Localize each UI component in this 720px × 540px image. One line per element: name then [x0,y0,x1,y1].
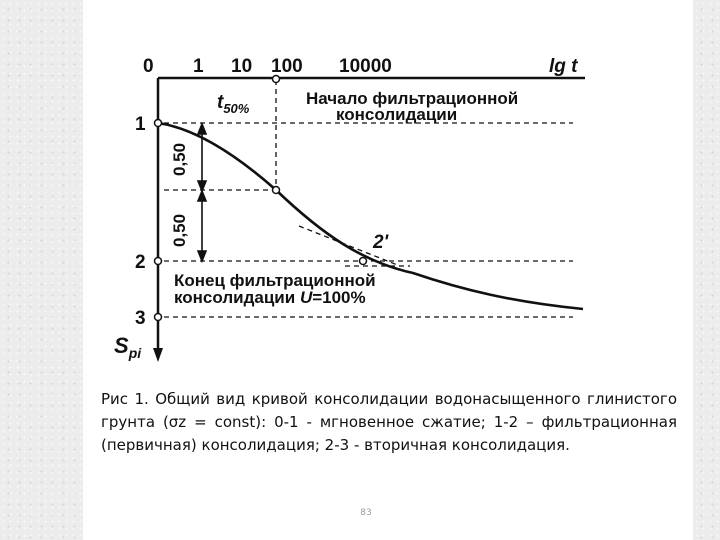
tick-label-1: 1 [193,56,204,77]
consolidation-diagram: 0 1 10 100 10000 lg t [114,56,585,362]
upper-half-arrow-bottom [196,180,208,194]
t50-curve-marker [271,185,281,195]
point-2prime-label: 2' [372,232,390,253]
consolidation-curve [157,121,584,311]
tick-label-10: 10 [231,56,252,77]
t50-axis-marker [271,74,281,84]
half-label-lower: 0,50 [170,214,189,247]
lower-half-arrow-bottom [196,250,208,264]
page-number: 83 [360,508,372,518]
figure-caption: Рис 1. Общий вид кривой консолидации вод… [101,390,677,454]
point-1-marker [153,118,163,128]
tick-label-100: 100 [271,56,303,77]
slide: 0 1 10 100 10000 lg t [83,0,693,540]
settlement-axis-arrow [153,348,163,362]
point-3-label: 3 [135,308,146,329]
end-filtration-label-2: консолидации U=100% [174,288,366,307]
upper-half-arrow-top [196,121,208,135]
tick-label-0: 0 [143,56,154,77]
time-axis-label: lg t [549,56,578,77]
half-label-upper: 0,50 [170,143,189,176]
t50-label: t50% [217,92,250,116]
dashed-guides [164,80,573,318]
lower-half-arrow-top [196,188,208,202]
point-markers [153,74,368,322]
point-3-marker [153,312,163,322]
tangent-line-a [298,225,401,267]
point-1-label: 1 [135,114,146,135]
half-arrows [196,121,208,264]
tick-label-10000: 10000 [339,56,392,77]
start-filtration-label-2: консолидации [336,105,457,124]
point-2-marker [153,256,163,266]
point-2-label: 2 [135,252,146,273]
start-filtration-label: Начало фильтрационной [306,89,518,108]
point-2prime-marker [358,256,368,266]
settlement-axis-label: Spi [114,333,142,361]
end-filtration-label: Конец фильтрационной [174,271,376,290]
